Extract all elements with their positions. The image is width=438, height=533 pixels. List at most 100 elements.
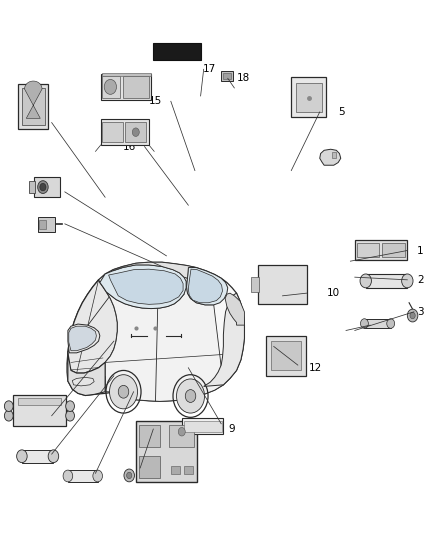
Bar: [22, 450, 53, 463]
Bar: [364, 319, 391, 328]
Bar: [332, 152, 336, 158]
Text: 6: 6: [44, 187, 51, 197]
Polygon shape: [68, 324, 100, 353]
Circle shape: [4, 410, 13, 421]
Text: 18: 18: [237, 74, 250, 83]
Polygon shape: [105, 277, 223, 401]
Polygon shape: [25, 81, 42, 118]
Bar: [102, 122, 123, 142]
Circle shape: [63, 470, 73, 482]
Bar: [182, 418, 223, 434]
Bar: [136, 421, 197, 482]
Polygon shape: [320, 149, 341, 165]
Text: 13: 13: [25, 414, 38, 423]
Polygon shape: [100, 265, 186, 309]
Circle shape: [410, 312, 415, 319]
Circle shape: [132, 128, 139, 136]
Text: 8: 8: [29, 107, 36, 117]
Bar: [123, 76, 149, 98]
Bar: [139, 425, 160, 448]
Circle shape: [127, 472, 132, 479]
Bar: [22, 88, 45, 125]
Text: 3: 3: [137, 467, 144, 477]
Bar: [102, 73, 151, 76]
Polygon shape: [187, 268, 228, 305]
Text: 5: 5: [338, 107, 345, 117]
Bar: [184, 421, 222, 432]
Bar: [18, 84, 48, 129]
Polygon shape: [72, 377, 94, 386]
Bar: [38, 217, 55, 232]
Bar: [153, 43, 201, 60]
Bar: [139, 456, 160, 478]
Circle shape: [93, 470, 102, 482]
Bar: [68, 470, 98, 482]
Circle shape: [40, 183, 46, 191]
Bar: [184, 466, 193, 474]
Bar: [101, 119, 149, 145]
Polygon shape: [188, 269, 223, 303]
Text: 9: 9: [229, 424, 236, 434]
Circle shape: [407, 309, 418, 322]
Bar: [258, 265, 307, 304]
Circle shape: [38, 181, 48, 193]
Polygon shape: [113, 262, 196, 278]
Bar: [296, 83, 322, 112]
Circle shape: [4, 401, 13, 411]
Text: 4: 4: [378, 320, 385, 330]
Polygon shape: [204, 293, 244, 386]
Bar: [101, 74, 151, 100]
Polygon shape: [67, 262, 244, 401]
Text: 14: 14: [25, 454, 38, 463]
Text: 16: 16: [123, 142, 136, 151]
Text: 12: 12: [309, 363, 322, 373]
Circle shape: [360, 274, 371, 288]
Bar: [18, 398, 61, 405]
Bar: [382, 243, 405, 257]
Circle shape: [48, 450, 59, 463]
Bar: [355, 240, 407, 260]
Bar: [251, 277, 259, 292]
Bar: [171, 466, 180, 474]
Polygon shape: [225, 293, 244, 325]
Circle shape: [185, 390, 196, 402]
Text: 10: 10: [326, 288, 339, 298]
Text: 7: 7: [49, 219, 56, 229]
Bar: [29, 181, 35, 193]
Bar: [291, 77, 326, 117]
Polygon shape: [69, 326, 96, 351]
Bar: [223, 73, 231, 79]
Polygon shape: [109, 269, 183, 304]
Circle shape: [66, 401, 74, 411]
Bar: [357, 243, 379, 257]
Bar: [169, 425, 194, 448]
Bar: [271, 341, 301, 370]
Text: 1: 1: [417, 246, 424, 255]
Bar: [34, 177, 60, 197]
Bar: [125, 122, 146, 142]
Bar: [13, 395, 66, 426]
Circle shape: [178, 427, 185, 436]
Text: 15: 15: [149, 96, 162, 106]
Circle shape: [124, 469, 134, 482]
Circle shape: [177, 379, 205, 413]
Polygon shape: [68, 280, 117, 373]
Text: 3: 3: [417, 307, 424, 317]
Text: 11: 11: [89, 473, 102, 483]
Text: 2: 2: [417, 275, 424, 285]
Bar: [39, 220, 46, 229]
Circle shape: [104, 79, 117, 94]
Circle shape: [118, 385, 129, 398]
Bar: [102, 76, 120, 98]
Circle shape: [17, 450, 27, 463]
Circle shape: [387, 319, 395, 328]
Circle shape: [402, 274, 413, 288]
Bar: [366, 274, 407, 288]
Bar: [221, 71, 233, 81]
Circle shape: [110, 375, 138, 409]
Circle shape: [66, 410, 74, 421]
Polygon shape: [68, 353, 105, 395]
Text: 17: 17: [203, 64, 216, 74]
Circle shape: [360, 319, 368, 328]
Bar: [266, 336, 306, 376]
